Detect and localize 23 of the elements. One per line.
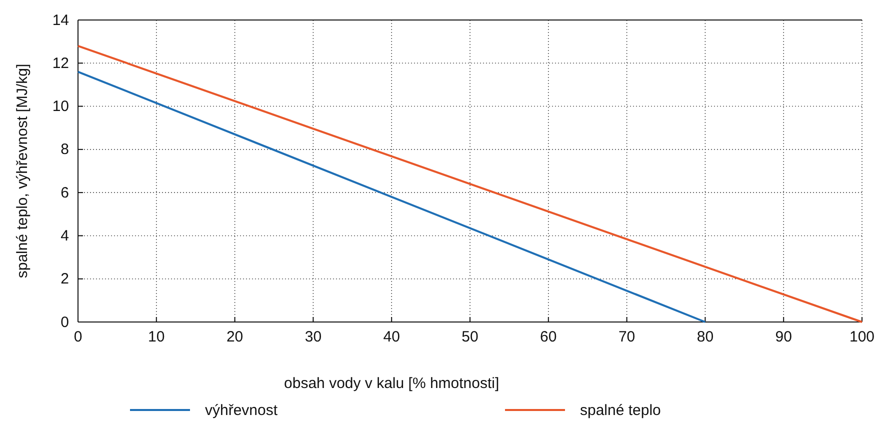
x-tick-label: 60 <box>540 328 557 346</box>
x-tick-label: 90 <box>775 328 792 346</box>
y-tick-label: 2 <box>60 270 69 288</box>
legend-label: výhřevnost <box>205 402 278 419</box>
y-tick-label: 10 <box>52 98 69 116</box>
x-tick-label: 70 <box>618 328 636 346</box>
x-axis-title: obsah vody v kalu [% hmotnosti] <box>284 375 500 392</box>
x-tick-label: 100 <box>849 328 875 346</box>
x-tick-label: 0 <box>74 328 82 346</box>
x-tick-label: 30 <box>304 328 322 346</box>
y-tick-label: 6 <box>60 184 69 202</box>
x-tick-label: 20 <box>226 328 244 346</box>
x-tick-label: 40 <box>383 328 400 346</box>
y-tick-label: 14 <box>52 12 69 29</box>
legend-label: spalné teplo <box>580 402 661 419</box>
y-tick-label: 12 <box>52 54 69 72</box>
y-axis-title: spalné teplo, výhřevnost [MJ/kg] <box>14 64 31 278</box>
x-tick-label: 10 <box>148 328 165 346</box>
y-tick-label: 0 <box>60 314 69 331</box>
x-tick-label: 80 <box>696 328 714 346</box>
x-tick-label: 50 <box>462 328 478 346</box>
y-tick-label: 4 <box>60 228 69 245</box>
y-tick-label: 8 <box>60 141 69 158</box>
